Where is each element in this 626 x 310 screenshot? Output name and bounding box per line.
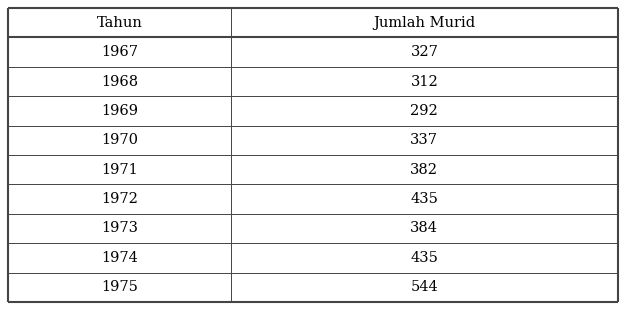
Text: Jumlah Murid: Jumlah Murid: [373, 16, 475, 30]
Text: 1972: 1972: [101, 192, 138, 206]
Text: 312: 312: [411, 74, 438, 88]
Text: 1967: 1967: [101, 45, 138, 59]
Text: 384: 384: [410, 222, 438, 236]
Text: 435: 435: [411, 251, 438, 265]
Text: 1969: 1969: [101, 104, 138, 118]
Text: 1970: 1970: [101, 133, 138, 147]
Text: 1974: 1974: [101, 251, 138, 265]
Text: 1973: 1973: [101, 222, 138, 236]
Text: 544: 544: [411, 280, 438, 294]
Text: 292: 292: [411, 104, 438, 118]
Text: 337: 337: [410, 133, 438, 147]
Text: 382: 382: [410, 163, 438, 177]
Text: Tahun: Tahun: [96, 16, 142, 30]
Text: 1975: 1975: [101, 280, 138, 294]
Text: 1971: 1971: [101, 163, 138, 177]
Text: 327: 327: [411, 45, 438, 59]
Text: 1968: 1968: [101, 74, 138, 88]
Text: 435: 435: [411, 192, 438, 206]
